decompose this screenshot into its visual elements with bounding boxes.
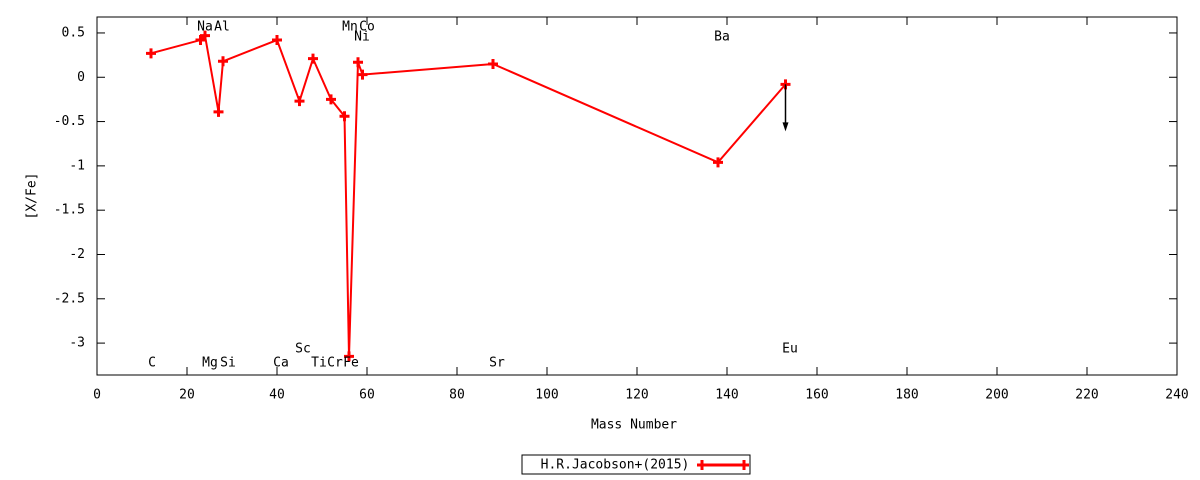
x-tick-label: 120 bbox=[625, 388, 648, 403]
element-label: Ca bbox=[273, 356, 289, 371]
point bbox=[326, 94, 336, 105]
y-tick-label: -1 bbox=[69, 158, 85, 173]
point bbox=[488, 58, 498, 69]
x-tick-label: 0 bbox=[93, 388, 101, 403]
point bbox=[146, 48, 156, 59]
element-label: Cr bbox=[327, 356, 343, 371]
y-tick-label: 0 bbox=[77, 70, 85, 85]
element-label: Sc bbox=[295, 342, 311, 357]
point bbox=[200, 30, 210, 41]
x-tick-label: 40 bbox=[269, 388, 285, 403]
series-line bbox=[150, 33, 787, 357]
element-label: Mg bbox=[202, 356, 218, 371]
legend-marker bbox=[697, 460, 749, 470]
x-tick-label: 160 bbox=[805, 388, 828, 403]
element-label: C bbox=[148, 356, 156, 371]
point bbox=[344, 351, 354, 362]
x-tick-label: 240 bbox=[1165, 388, 1188, 403]
point bbox=[357, 69, 368, 80]
element-label: Co bbox=[359, 20, 375, 35]
element-label: Na bbox=[197, 20, 213, 35]
element-label: Al bbox=[214, 20, 230, 35]
legend-label: H.R.Jacobson+(2015) bbox=[541, 458, 690, 473]
y-axis-label: [X/Fe] bbox=[25, 173, 40, 220]
upper-limit-arrowhead bbox=[782, 122, 789, 132]
x-tick-label: 80 bbox=[449, 388, 465, 403]
legend-box bbox=[521, 454, 751, 475]
x-tick-label: 220 bbox=[1075, 388, 1098, 403]
y-tick-label: -2.5 bbox=[54, 291, 85, 306]
x-axis-label: Mass Number bbox=[591, 418, 677, 433]
element-label: Ba bbox=[714, 30, 730, 45]
y-tick-label: -3 bbox=[69, 336, 85, 351]
y-tick-label: -2 bbox=[69, 247, 85, 262]
y-tick-label: 0.5 bbox=[62, 25, 85, 40]
point bbox=[272, 35, 282, 46]
point bbox=[339, 111, 350, 122]
plot-frame bbox=[96, 16, 1178, 376]
element-label: Mn bbox=[342, 20, 358, 35]
y-tick-label: -0.5 bbox=[54, 114, 85, 129]
element-label: Eu bbox=[782, 342, 798, 357]
element-label: Fe bbox=[343, 356, 359, 371]
point bbox=[294, 96, 305, 107]
x-tick-label: 100 bbox=[535, 388, 558, 403]
point bbox=[218, 56, 228, 67]
element-label: Ti bbox=[311, 356, 327, 371]
x-tick-label: 140 bbox=[715, 388, 738, 403]
x-tick-label: 200 bbox=[985, 388, 1008, 403]
element-label: Si bbox=[220, 356, 236, 371]
element-label: Ni bbox=[354, 30, 370, 45]
x-tick-label: 60 bbox=[359, 388, 375, 403]
x-tick-label: 180 bbox=[895, 388, 918, 403]
x-tick-label: 20 bbox=[179, 388, 195, 403]
y-tick-label: -1.5 bbox=[54, 203, 85, 218]
point bbox=[213, 106, 224, 117]
point bbox=[353, 57, 363, 68]
point bbox=[713, 157, 723, 168]
element-label: Sr bbox=[489, 356, 505, 371]
point bbox=[308, 53, 318, 64]
